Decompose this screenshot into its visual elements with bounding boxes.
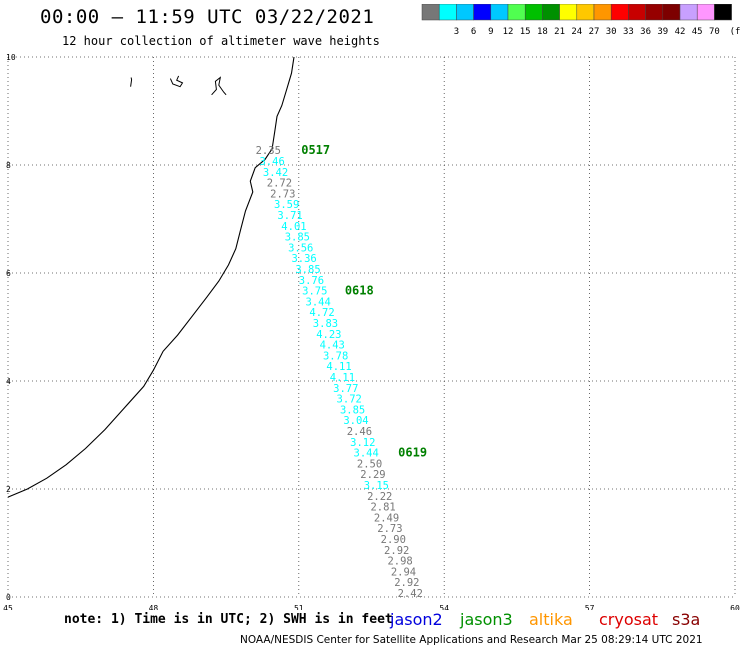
pass-time-label: 0619	[398, 446, 427, 460]
satellite-cryosat-label: cryosat	[599, 610, 659, 629]
wave-height-label: 3.46	[259, 156, 284, 168]
x-tick-label: 54	[439, 604, 449, 610]
legend-tick-label: 18	[537, 27, 548, 37]
wave-height-label: 2.72	[267, 178, 292, 190]
wave-height-label: 2.73	[270, 188, 295, 200]
island-outline	[211, 76, 227, 96]
island-outline	[130, 77, 133, 87]
wave-height-label: 2.81	[370, 502, 395, 514]
legend-tick-label: 30	[606, 27, 617, 37]
wave-height-label: 3.71	[277, 210, 302, 222]
footer-credit: NOAA/NESDIS Center for Satellite Applica…	[240, 634, 703, 646]
legend-tick-label: 9	[488, 27, 493, 37]
legend-tick-label: 45	[692, 27, 703, 37]
wave-height-label: 2.90	[381, 534, 406, 546]
y-tick-label: 10	[6, 53, 16, 62]
pass-time-label: 0517	[301, 143, 330, 157]
y-tick-label: 0	[6, 593, 11, 602]
legend-tick-label: 42	[675, 27, 686, 37]
wave-height-label: 3.85	[295, 264, 320, 276]
wave-height-label: 3.44	[306, 296, 331, 308]
wave-height-label: 3.12	[350, 437, 375, 449]
wave-height-label: 3.04	[343, 415, 368, 427]
y-tick-label: 6	[6, 269, 11, 278]
satellite-altika-label: altika	[529, 610, 573, 629]
page-title: 00:00 – 11:59 UTC 03/22/2021	[40, 6, 375, 28]
wave-height-label: 2.73	[377, 523, 402, 535]
legend-swatch	[714, 4, 732, 21]
y-tick-label: 2	[6, 485, 11, 494]
x-tick-label: 60	[730, 604, 740, 610]
x-tick-label: 45	[3, 604, 13, 610]
pass-time-label: 0618	[345, 284, 374, 298]
wave-height-label: 3.42	[263, 167, 288, 179]
wave-height-label: 2.49	[374, 512, 399, 524]
wave-height-map: 45 48 51 54 57 6002468102.353.463.422.722.733…	[3, 53, 740, 610]
legend-tick-label: 27	[589, 27, 600, 37]
y-tick-label: 4	[6, 377, 11, 386]
y-tick-label: 8	[6, 161, 11, 170]
legend-tick-label: 15	[520, 27, 531, 37]
legend-tick-label: 70	[709, 27, 720, 37]
wave-height-label: 3.36	[291, 253, 316, 265]
footer-note: note: 1) Time is in UTC; 2) SWH is in fe…	[64, 612, 393, 627]
wave-height-label: 2.42	[398, 588, 423, 600]
wave-height-label: 3.85	[285, 232, 310, 244]
wave-height-label: 2.92	[394, 577, 419, 589]
wave-height-label: 3.56	[288, 242, 313, 254]
page-subtitle: 12 hour collection of altimeter wave hei…	[62, 34, 380, 48]
legend-tick-label: 21	[554, 27, 565, 37]
wave-height-label: 3.59	[274, 199, 299, 211]
wave-height-label: 4.11	[326, 361, 351, 373]
wave-height-label: 3.15	[364, 480, 389, 492]
x-tick-label: 51	[294, 604, 304, 610]
x-tick-label: 57	[585, 604, 595, 610]
legend-tick-label: 3	[454, 27, 459, 37]
x-tick-label: 48	[149, 604, 159, 610]
wave-height-label: 2.35	[256, 145, 281, 157]
wave-height-label: 2.94	[391, 566, 416, 578]
legend-tick-label: 36	[640, 27, 651, 37]
wave-height-label: 2.98	[387, 556, 412, 568]
satellite-jason3-label: jason3	[460, 610, 513, 629]
satellite-s3a-label: s3a	[672, 610, 701, 629]
island-outline	[169, 75, 184, 88]
legend-tick-label: 39	[657, 27, 668, 37]
wave-height-label: 4.72	[309, 307, 334, 319]
wave-height-label: 3.75	[302, 286, 327, 298]
coastline	[7, 56, 295, 498]
wave-height-label: 3.83	[313, 318, 338, 330]
wave-height-label: 4.23	[316, 329, 341, 341]
legend-tick-label: 6	[471, 27, 476, 37]
legend-tick-label: 33	[623, 27, 634, 37]
wave-height-label: 3.44	[354, 448, 379, 460]
wave-height-label: 4.43	[320, 340, 345, 352]
wave-height-label: 4.01	[281, 221, 306, 233]
satellite-jason2-label: jason2	[390, 610, 443, 629]
wave-height-label: 3.77	[333, 383, 358, 395]
wave-height-label: 2.92	[384, 545, 409, 557]
wave-height-label: 3.85	[340, 404, 365, 416]
wave-height-label: 4.11	[330, 372, 355, 384]
legend-tick-label: 12	[503, 27, 514, 37]
wave-height-label: 3.72	[337, 394, 362, 406]
wave-height-label: 2.46	[347, 426, 372, 438]
legend-unit-label: (ft)	[730, 27, 740, 37]
wave-height-label: 2.50	[357, 458, 382, 470]
wave-height-label: 3.76	[299, 275, 324, 287]
legend-tick-label: 24	[571, 27, 582, 37]
wave-height-label: 2.29	[360, 469, 385, 481]
wave-height-label: 2.22	[367, 491, 392, 503]
wave-height-label: 3.78	[323, 350, 348, 362]
